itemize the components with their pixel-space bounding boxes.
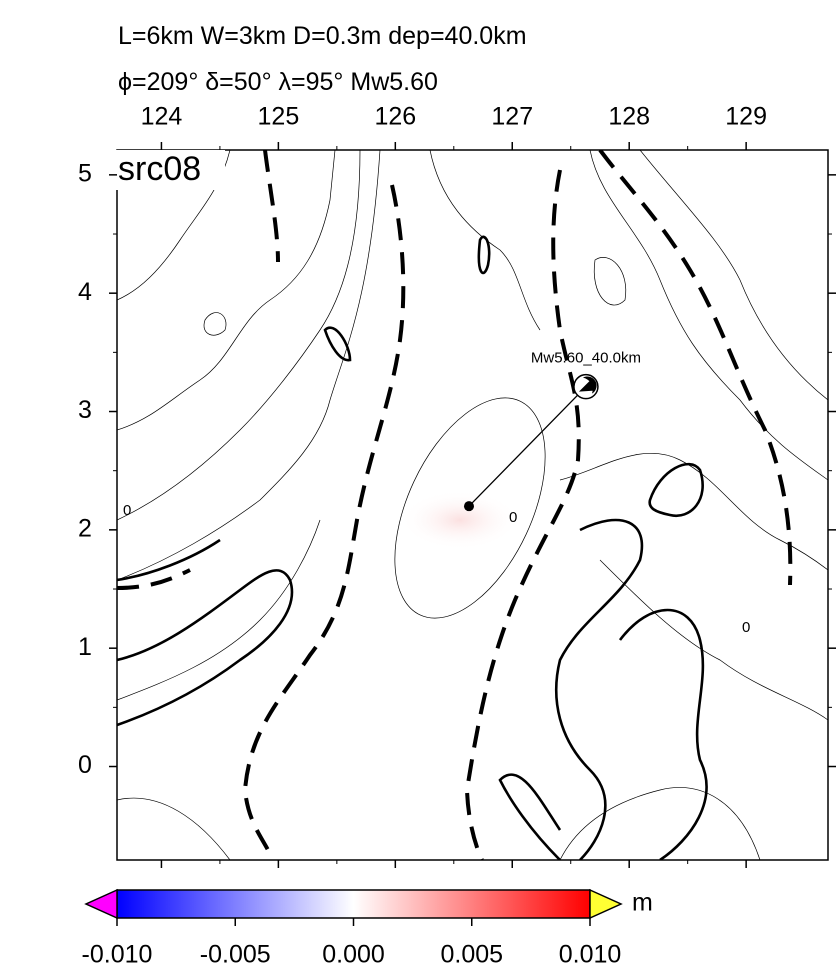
contour-dashed — [464, 169, 581, 860]
contour — [117, 150, 336, 431]
subtitle: ϕ=209° δ=50° λ=95° Mw5.60 — [118, 68, 438, 96]
contour — [589, 150, 828, 481]
contour-thick — [554, 518, 644, 860]
contour — [394, 397, 546, 619]
contour-label: 0 — [742, 619, 750, 636]
contour-thick — [477, 235, 491, 275]
y-tick-label: 4 — [78, 278, 92, 306]
y-tick-label: 0 — [78, 751, 92, 779]
epicenter-label: Mw5.60_40.0km — [531, 350, 641, 367]
x-tick-label: 127 — [491, 103, 533, 131]
contour-dashed — [117, 568, 191, 590]
contour-thick — [117, 569, 294, 727]
colorbar-unit: m — [632, 889, 653, 917]
x-tick-label: 129 — [725, 103, 767, 131]
colorbar-low-triangle — [84, 888, 118, 920]
contour — [559, 452, 828, 571]
colorbar-tick-label: 0.000 — [322, 941, 385, 969]
x-tick-label: 125 — [258, 103, 300, 131]
contour — [203, 312, 227, 336]
contour — [117, 797, 231, 860]
x-tick-label: 128 — [608, 103, 650, 131]
colorbar — [116, 889, 591, 919]
contour-dashed — [598, 150, 793, 586]
contour-dashed — [263, 150, 280, 263]
contour — [117, 519, 321, 701]
panel-label: src08 — [118, 150, 201, 188]
contour-thick — [323, 326, 352, 362]
y-tick-label: 1 — [78, 633, 92, 661]
x-tick-label: 124 — [141, 103, 183, 131]
contour — [117, 150, 361, 521]
contour — [639, 150, 828, 401]
colorbar-tick-label: -0.010 — [82, 941, 153, 969]
y-tick-label: 5 — [78, 159, 92, 187]
contour — [599, 559, 828, 721]
contour-thick — [618, 608, 708, 860]
contour — [117, 150, 381, 581]
contour-label: 0 — [123, 502, 131, 519]
beachball-compression — [578, 376, 597, 394]
contour-thick — [117, 538, 221, 582]
contour-label: 0 — [509, 509, 517, 526]
deformation-blob — [400, 490, 520, 550]
colorbar-tick-label: 0.010 — [559, 941, 622, 969]
colorbar-tick-label: 0.005 — [440, 941, 503, 969]
colorbar-tick-label: -0.005 — [200, 941, 271, 969]
y-tick-label: 3 — [78, 396, 92, 424]
contour-dashed — [242, 184, 406, 851]
contours — [117, 150, 828, 860]
y-tick-label: 2 — [78, 514, 92, 542]
colorbar-high-triangle — [589, 888, 623, 920]
x-tick-label: 126 — [374, 103, 416, 131]
contour-thick — [648, 462, 704, 518]
map-frame — [116, 149, 829, 861]
fault-center — [463, 501, 474, 512]
contour — [559, 787, 761, 860]
title: L=6km W=3km D=0.3m dep=40.0km — [118, 22, 527, 50]
contour-thick — [498, 773, 562, 860]
fault-link — [468, 386, 587, 507]
panel-label-box — [113, 150, 225, 190]
contour — [593, 257, 627, 306]
contour — [429, 150, 541, 331]
